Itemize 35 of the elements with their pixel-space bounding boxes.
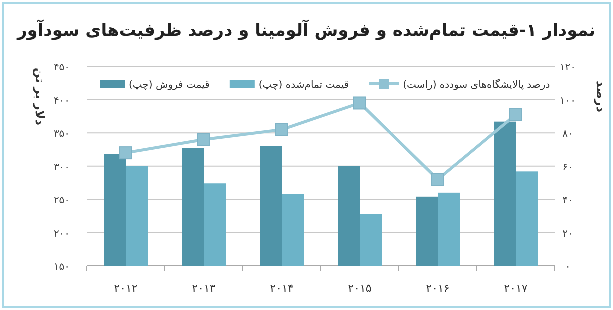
legend-item: درصد پالایشگاه‌های سودده (راست) [369,79,550,91]
y-tick-label: ۲۰۰ [54,228,70,240]
y-tick-label: ۳۵۰ [54,129,70,140]
y-tick-label: ۱۵۰ [54,262,70,273]
x-tick-label: ۲۰۱۴ [270,282,294,295]
y2-tick-label: ۲۰ [562,228,574,240]
y2-axis-title: درصد [594,80,608,112]
y2-tick-label: ۸۰ [562,129,574,140]
legend-label: درصد پالایشگاه‌های سودده (راست) [403,79,550,91]
point [510,108,522,122]
y-tick-label: ۳۰۰ [54,162,70,174]
legend-item: قیمت فروش (چپ) [100,80,210,91]
x-tick-label: ۲۰۱۲ [114,282,138,295]
point [198,133,210,146]
y-axis-title: دلار بر تن [33,68,47,126]
legend-item: قیمت تمام‌شده (چپ) [230,80,350,91]
point [354,96,366,110]
y-tick-label: ۴۵۰ [54,62,70,74]
point [276,123,288,136]
chart-title: نمودار ۱-قیمت تمام‌شده و فروش آلومینا و درصد ظرفیت‌های سودآور [16,19,596,41]
y2-tick-label: ۰ [565,262,571,273]
x-tick-label: ۲۰۱۵ [348,282,372,295]
y2-tick-label: ۴۰ [562,196,574,207]
y2-tick-label: ۱۲۰ [560,62,576,74]
x-tick-label: ۲۰۱۶ [426,282,450,295]
point [120,146,132,160]
legend-label: قیمت تمام‌شده (چپ) [258,80,350,91]
y2-tick-label: ۱۰۰ [560,96,576,107]
point [432,173,444,186]
legend-label: قیمت فروش (چپ) [129,80,210,91]
x-tick-label: ۲۰۱۳ [192,282,216,295]
x-tick-label: ۲۰۱۷ [504,282,528,295]
y-tick-label: ۲۵۰ [54,196,70,207]
y2-tick-label: ۶۰ [562,162,574,174]
y-tick-label: ۴۰۰ [54,96,70,107]
